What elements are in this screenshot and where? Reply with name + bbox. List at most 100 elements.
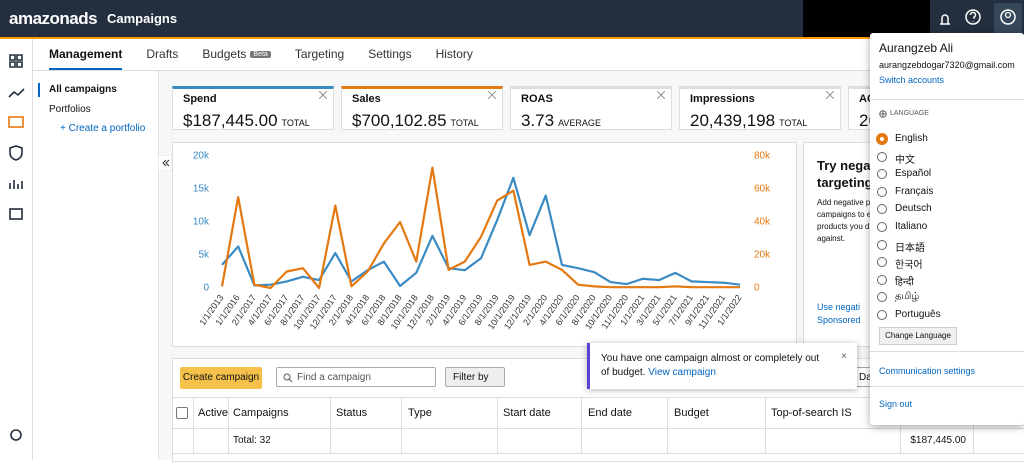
bell-icon[interactable] [940,14,950,25]
radio[interactable] [877,151,887,162]
media-icon[interactable] [9,208,23,220]
notice-text: You have one campaign almost or complete… [601,353,820,378]
language-option[interactable]: Deutsch [895,203,932,215]
metric-unit: AVERAGE [558,118,601,128]
report-icon[interactable] [9,180,23,189]
nav-link[interactable]: + Create a portfolio [60,123,146,134]
metric-number: $187,445.00 [183,111,278,130]
column-divider [228,397,229,454]
tab[interactable]: Management [49,47,123,70]
metric-card[interactable]: ROAS 3.73 AVERAGE [510,86,672,130]
language-option[interactable]: 한국어 [895,260,923,272]
tab[interactable]: History [436,47,473,70]
help-icon[interactable] [965,9,981,25]
create-campaign-button[interactable]: Create campaign [180,367,262,389]
radio[interactable] [877,134,887,144]
radio[interactable] [877,169,887,180]
communication-settings[interactable]: Communication settings [879,366,976,376]
dashboard-icon[interactable] [9,54,23,68]
y-tick-label: 10k [193,217,210,228]
tip-link[interactable]: Sponsored [817,315,861,325]
y-tick-label: 60k [754,184,771,195]
settings-icon[interactable] [10,429,22,441]
language-option[interactable]: 中文 [895,154,915,166]
language-option[interactable]: Português [895,309,941,320]
select-all-checkbox[interactable] [176,407,188,419]
metric-card[interactable]: Sales $700,102.85 TOTAL [341,86,503,130]
language-option[interactable]: Italiano [895,221,928,232]
tip-link[interactable]: Use negati [817,302,861,312]
radio[interactable] [877,257,887,268]
tab-label: Settings [368,47,412,61]
radio[interactable] [877,310,887,320]
column-header[interactable]: Budget [674,407,709,419]
column-header[interactable]: Start date [503,407,551,419]
card-close[interactable] [826,91,834,99]
nav-item[interactable]: All campaigns [49,84,117,95]
language-option[interactable]: Français [895,185,934,197]
account-menu: Aurangzeb Ali aurangzebdogar7320@gmail.c… [870,33,1024,425]
tab[interactable]: Drafts [146,47,178,70]
metric-card[interactable]: Impressions 20,439,198 TOTAL [679,86,841,130]
filter-button[interactable]: Filter by [445,367,505,387]
metric-unit: TOTAL [779,118,808,128]
trend-icon[interactable] [8,88,25,98]
column-divider [497,397,498,454]
total-label: Total: 32 [233,435,271,446]
metric-value: 20,439,198 TOTAL [690,111,830,131]
metric-value: 3.73 AVERAGE [521,111,661,131]
column-divider [401,397,402,454]
divider [870,351,1024,352]
logo[interactable]: amazonads [9,9,98,28]
column-header[interactable]: Status [336,407,368,419]
series-line [221,176,741,288]
shield-icon[interactable] [9,145,23,161]
card-close[interactable] [657,91,665,99]
card-close[interactable] [488,91,496,99]
y-tick-label: 0 [754,283,760,294]
language-option[interactable]: தமிழ் [895,291,920,303]
radio[interactable] [877,204,887,215]
y-tick-label: 0 [203,283,209,294]
column-header[interactable]: End date [588,407,633,419]
series-line [220,166,740,290]
language-option[interactable]: Español [895,168,932,180]
metric-card[interactable]: Spend $187,445.00 TOTAL [172,86,334,130]
language-option[interactable]: हिन्दी [895,276,914,288]
column-header[interactable]: Type [408,407,432,419]
y-tick-label: 20k [193,151,210,162]
tab[interactable]: Targeting [295,47,344,70]
y-tick-label: 40k [754,217,771,228]
column-divider [193,397,194,454]
nav-item[interactable]: Portfolios [49,104,91,115]
radio[interactable] [877,292,887,303]
tip-links: Use negati Sponsored [817,301,872,327]
page-title: Campaigns [107,11,178,26]
tip-content: Try negati targeting Add negative p campaig… [817,157,872,327]
tab-label: Budgets [202,47,247,61]
campaign-icon[interactable] [8,116,24,128]
globe-icon [879,110,887,118]
collapse-button[interactable] [158,155,172,171]
radio[interactable] [877,186,887,197]
card-close[interactable] [319,91,327,99]
change-language-button[interactable]: Change Language [879,327,957,345]
row-divider [172,428,1024,429]
radio[interactable] [877,274,887,285]
column-header[interactable]: Campaigns [233,407,289,419]
metric-label: ROAS [521,93,553,105]
switch-accounts[interactable]: Switch accounts [879,75,945,85]
radio[interactable] [877,239,887,250]
column-header[interactable]: Top-of-search IS [771,407,852,419]
tab[interactable]: Settings [368,47,411,70]
tab[interactable]: Budgets Beta [202,47,271,70]
sign-out[interactable]: Sign out [879,399,913,409]
radio[interactable] [877,222,887,232]
notice-link[interactable]: View campaign [648,367,716,378]
language-option[interactable]: 日本語 [895,242,925,254]
language-option[interactable]: English [895,133,928,144]
column-header[interactable]: Active [198,407,228,419]
notice-close[interactable]: × [841,351,847,362]
y-tick-label: 15k [193,184,210,195]
search-box[interactable]: Find a campaign [276,367,436,387]
